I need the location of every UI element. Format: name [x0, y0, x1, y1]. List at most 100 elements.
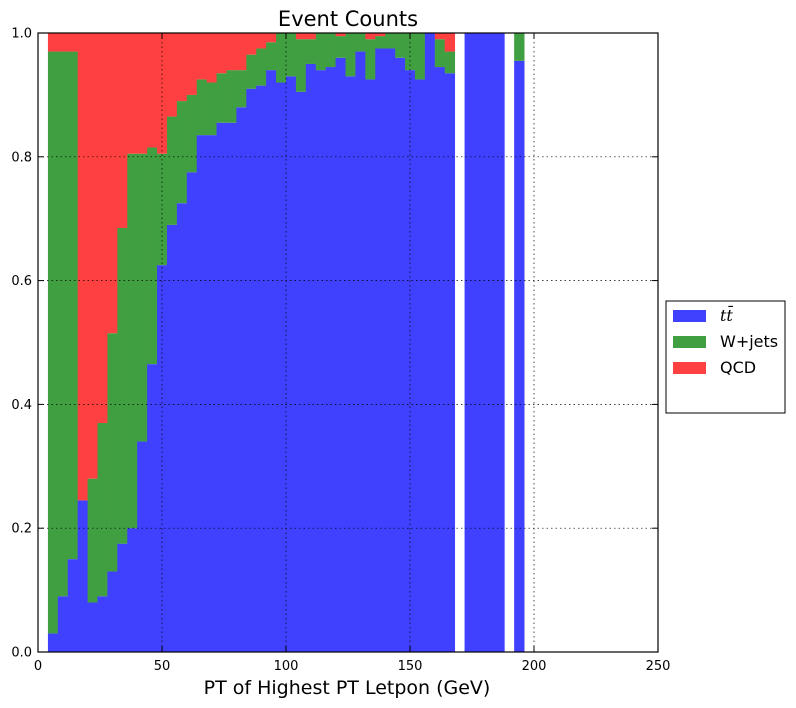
bar-ttbar-23 [276, 82, 287, 652]
bar-wjets-29 [335, 36, 346, 58]
bar-wjets-32 [365, 39, 376, 80]
bar-qcd-40 [444, 33, 456, 52]
bar-wjets-19 [236, 70, 247, 108]
bar-ttbar-10 [147, 364, 158, 652]
bar-wjets-30 [345, 33, 356, 77]
bar-ttbar-36 [405, 70, 416, 652]
bar-ttbar-43 [474, 33, 485, 652]
legend-label-qcd: QCD [720, 358, 756, 377]
plot-frame [37, 32, 659, 653]
bar-wjets-31 [355, 33, 366, 52]
y-tick-label-5: 1.0 [11, 27, 32, 42]
bar-wjets-37 [414, 33, 426, 80]
bar-ttbar-28 [325, 67, 336, 653]
bar-ttbar-19 [236, 107, 247, 652]
bar-qcd-29 [335, 33, 346, 37]
bar-wjets-4 [87, 478, 98, 603]
bar-ttbar-37 [414, 79, 426, 653]
x-axis-title: PT of Highest PT Letpon (GeV) [204, 677, 491, 699]
bar-ttbar-20 [246, 88, 257, 652]
bar-wjets-20 [246, 54, 257, 89]
y-tick-label-0: 0.0 [11, 646, 32, 661]
bar-wjets-21 [256, 48, 267, 86]
bar-wjets-34 [385, 33, 396, 49]
bar-wjets-5 [97, 422, 108, 597]
x-tick-label-1: 50 [154, 659, 171, 674]
bar-qcd-16 [206, 33, 217, 83]
bar-wjets-13 [176, 101, 188, 204]
bar-ttbar-42 [464, 33, 475, 652]
bar-qcd-21 [256, 33, 267, 49]
bar-ttbar-35 [395, 57, 406, 652]
bar-ttbar-8 [127, 528, 138, 652]
bar-ttbar-12 [166, 224, 178, 652]
bar-qcd-7 [117, 33, 128, 228]
bar-wjets-7 [117, 227, 128, 544]
x-tick-label-5: 250 [646, 659, 671, 674]
bar-wjets-8 [127, 153, 138, 529]
bar-qcd-33 [375, 33, 386, 37]
bar-ttbar-26 [305, 63, 317, 652]
bar-qcd-2 [67, 33, 79, 52]
bar-wjets-28 [325, 33, 336, 68]
legend-label-wjets: W+jets [720, 332, 778, 351]
bar-ttbar-27 [315, 70, 327, 652]
bar-ttbar-13 [176, 203, 188, 653]
bar-qcd-39 [434, 33, 446, 40]
bar-ttbar-34 [385, 48, 396, 653]
bar-wjets-35 [395, 33, 406, 58]
bar-qcd-4 [87, 33, 98, 479]
bar-ttbar-18 [226, 122, 237, 652]
bar-wjets-9 [137, 153, 148, 442]
bar-qcd-32 [365, 33, 376, 40]
bar-ttbar-40 [444, 73, 456, 653]
bar-wjets-24 [286, 33, 297, 77]
bar-qcd-17 [216, 33, 227, 74]
bar-qcd-25 [295, 33, 307, 40]
bar-wjets-33 [375, 36, 386, 49]
axis-ticks: 0 50 100 150 200 250 0.0 0.2 0.4 0.6 0.8 1.0 [11, 27, 670, 675]
bar-ttbar-16 [206, 135, 217, 652]
bar-wjets-10 [147, 147, 158, 365]
bar-wjets-1 [57, 51, 69, 597]
bar-qcd-15 [196, 33, 208, 80]
bar-ttbar-5 [97, 596, 108, 652]
bar-qcd-6 [107, 33, 118, 334]
bar-ttbar-6 [107, 571, 118, 652]
bar-wjets-27 [315, 33, 327, 71]
legend-swatch-ttbar [673, 310, 706, 322]
bar-wjets-25 [295, 39, 307, 92]
bar-wjets-17 [216, 73, 227, 123]
chart-title: Event Counts [278, 7, 418, 31]
legend-label-ttbar: tt̄ [720, 304, 733, 325]
bar-ttbar-38 [424, 33, 436, 652]
bar-qcd-9 [137, 33, 148, 154]
bar-qcd-1 [57, 33, 69, 52]
bar-qcd-20 [246, 33, 257, 55]
bar-ttbar-17 [216, 122, 227, 652]
bar-ttbar-24 [286, 76, 297, 652]
bar-ttbar-31 [355, 51, 366, 652]
bar-ttbar-4 [87, 602, 98, 652]
y-tick-label-4: 0.8 [11, 150, 32, 165]
bar-wjets-40 [444, 51, 456, 74]
x-tick-label-3: 150 [398, 659, 423, 674]
x-tick-label-2: 100 [274, 659, 299, 674]
bar-qcd-5 [97, 33, 108, 423]
x-tick-label-4: 200 [522, 659, 547, 674]
bar-qcd-12 [166, 33, 178, 117]
x-tick-label-0: 0 [34, 659, 42, 674]
bar-wjets-6 [107, 333, 118, 572]
legend-swatch-qcd [673, 362, 706, 374]
bar-ttbar-11 [157, 265, 168, 653]
bar-qcd-3 [77, 33, 88, 501]
bar-wjets-26 [305, 39, 317, 64]
bar-wjets-14 [186, 94, 198, 173]
bar-ttbar-1 [57, 596, 69, 652]
y-tick-label-1: 0.2 [11, 522, 32, 537]
bar-ttbar-45 [494, 33, 505, 652]
bar-wjets-23 [276, 33, 287, 83]
bar-ttbar-21 [256, 85, 267, 653]
bar-ttbar-30 [345, 76, 356, 652]
